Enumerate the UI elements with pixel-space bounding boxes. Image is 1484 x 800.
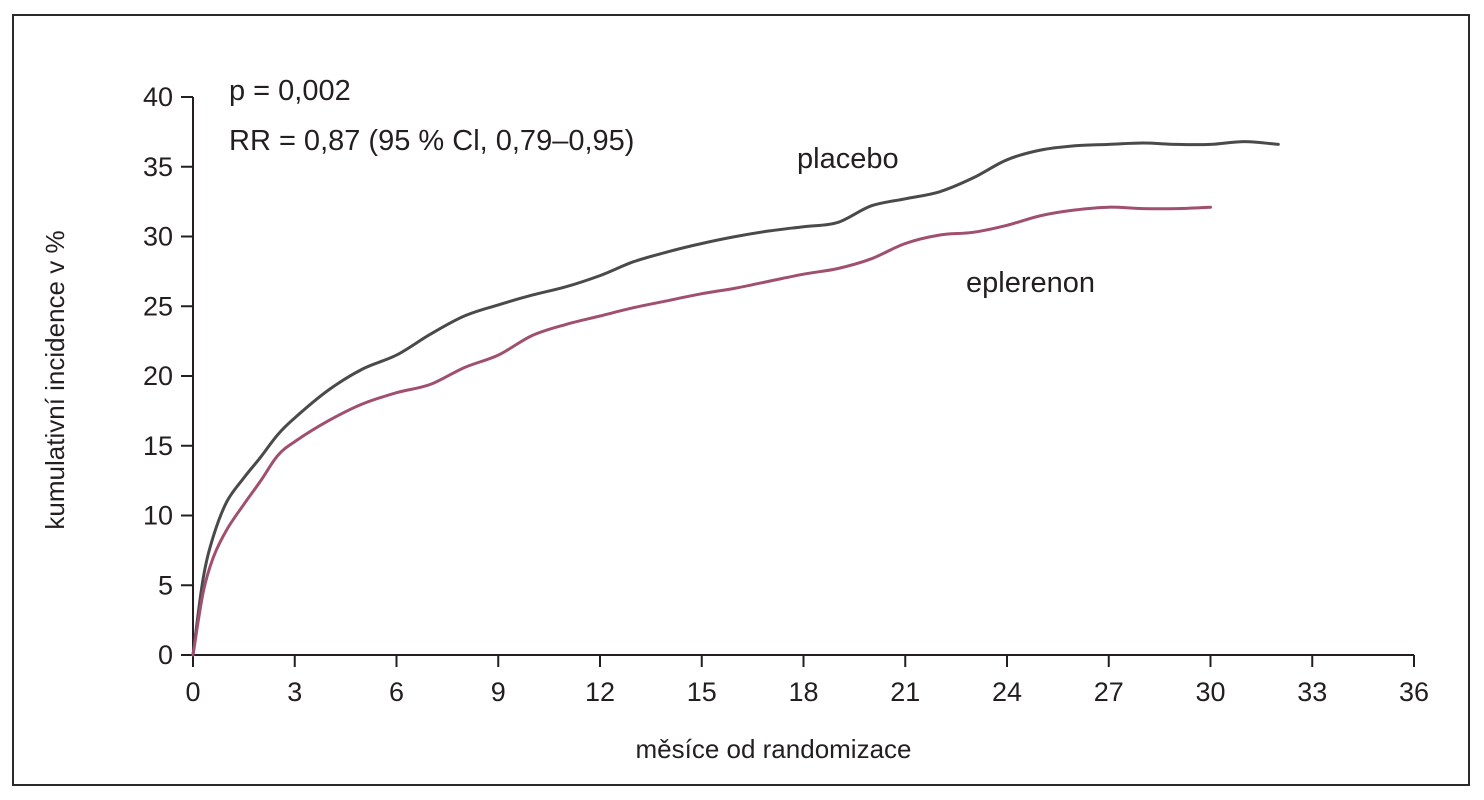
y-tick-label: 40 <box>143 82 173 112</box>
x-tick-label: 18 <box>788 677 818 707</box>
y-tick-label: 15 <box>143 431 173 461</box>
axes <box>192 97 1414 656</box>
relative-risk-annotation: RR = 0,87 (95 % Cl, 0,79–0,95) <box>229 125 634 157</box>
x-tick-label: 33 <box>1297 677 1327 707</box>
x-tick-label: 6 <box>389 677 404 707</box>
y-tick-label: 25 <box>143 291 173 321</box>
x-tick-label: 36 <box>1399 677 1429 707</box>
series-label-eplerenon: eplerenon <box>966 267 1095 299</box>
y-tick-label: 35 <box>143 152 173 182</box>
series-line-eplerenon <box>191 205 1212 657</box>
x-tick-label: 3 <box>287 677 302 707</box>
series-lines <box>191 140 1280 657</box>
y-tick-label: 5 <box>158 570 173 600</box>
x-tick-label: 24 <box>992 677 1022 707</box>
x-tick-label: 27 <box>1094 677 1124 707</box>
x-axis-title: měsíce od randomizace <box>635 734 911 764</box>
x-ticks: 0 3 6 9 12 15 18 21 24 27 30 33 36 <box>185 655 1429 707</box>
x-tick-label: 21 <box>890 677 920 707</box>
x-tick-label: 0 <box>185 677 200 707</box>
y-axis-title: kumulativní incidence v % <box>40 230 70 529</box>
x-tick-label: 9 <box>491 677 506 707</box>
y-tick-label: 10 <box>143 501 173 531</box>
series-line-placebo <box>191 140 1280 657</box>
x-tick-label: 12 <box>585 677 615 707</box>
figure-frame <box>12 14 1470 786</box>
y-tick-label: 30 <box>143 222 173 252</box>
y-ticks: 0 5 10 15 20 25 30 35 40 <box>143 82 193 670</box>
y-tick-label: 20 <box>143 361 173 391</box>
p-value-annotation: p = 0,002 <box>229 75 351 107</box>
series-label-placebo: placebo <box>797 143 899 175</box>
y-tick-label: 0 <box>158 640 173 670</box>
x-tick-label: 30 <box>1195 677 1225 707</box>
x-tick-label: 15 <box>687 677 717 707</box>
